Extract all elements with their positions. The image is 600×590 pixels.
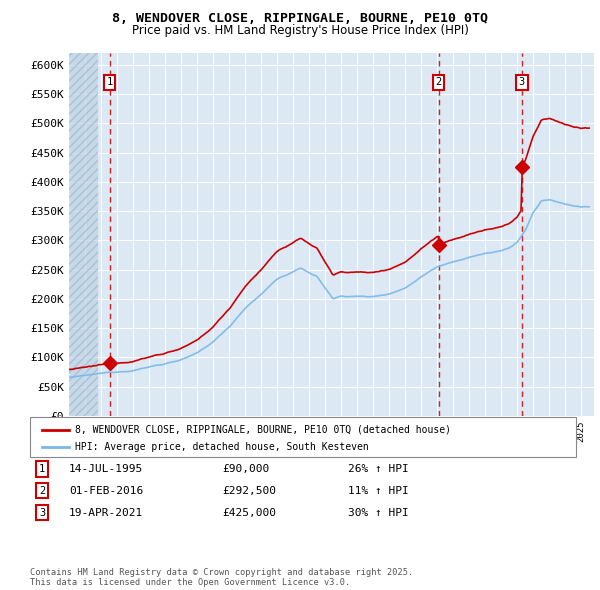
Text: £90,000: £90,000 xyxy=(222,464,269,474)
Text: 30% ↑ HPI: 30% ↑ HPI xyxy=(348,508,409,517)
Text: £425,000: £425,000 xyxy=(222,508,276,517)
Text: 2: 2 xyxy=(436,77,442,87)
Text: HPI: Average price, detached house, South Kesteven: HPI: Average price, detached house, Sout… xyxy=(75,442,369,452)
Text: £292,500: £292,500 xyxy=(222,486,276,496)
Text: 1: 1 xyxy=(39,464,45,474)
Text: 3: 3 xyxy=(39,508,45,517)
Text: 3: 3 xyxy=(519,77,525,87)
Text: 26% ↑ HPI: 26% ↑ HPI xyxy=(348,464,409,474)
Text: 2: 2 xyxy=(39,486,45,496)
Text: 14-JUL-1995: 14-JUL-1995 xyxy=(69,464,143,474)
Text: 19-APR-2021: 19-APR-2021 xyxy=(69,508,143,517)
Text: 1: 1 xyxy=(106,77,113,87)
Text: 8, WENDOVER CLOSE, RIPPINGALE, BOURNE, PE10 0TQ (detached house): 8, WENDOVER CLOSE, RIPPINGALE, BOURNE, P… xyxy=(75,425,451,435)
Text: 01-FEB-2016: 01-FEB-2016 xyxy=(69,486,143,496)
Text: 8, WENDOVER CLOSE, RIPPINGALE, BOURNE, PE10 0TQ: 8, WENDOVER CLOSE, RIPPINGALE, BOURNE, P… xyxy=(112,12,488,25)
Text: 11% ↑ HPI: 11% ↑ HPI xyxy=(348,486,409,496)
Text: Price paid vs. HM Land Registry's House Price Index (HPI): Price paid vs. HM Land Registry's House … xyxy=(131,24,469,37)
Text: Contains HM Land Registry data © Crown copyright and database right 2025.
This d: Contains HM Land Registry data © Crown c… xyxy=(30,568,413,587)
